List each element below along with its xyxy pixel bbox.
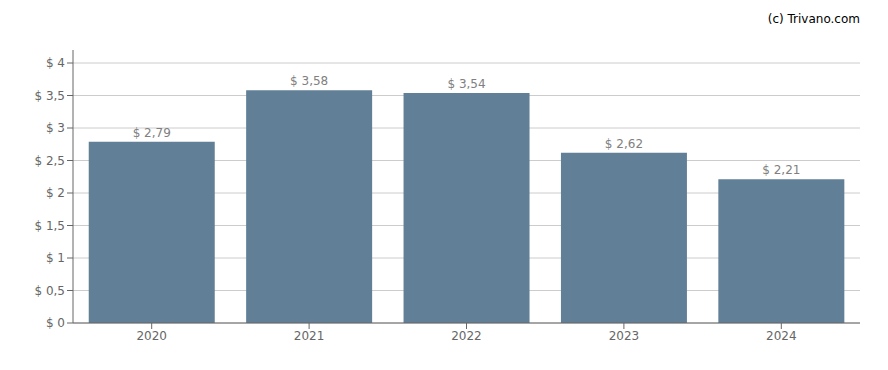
html-text:(c) Trivano.com: (c) Trivano.com [767,12,860,26]
svg-text:$ 1: $ 1 [46,251,65,265]
svg-text:$ 2,5: $ 2,5 [34,154,65,168]
svg-text:2024: 2024 [766,329,797,343]
svg-text:$ 3,54: $ 3,54 [447,77,485,91]
svg-text:$ 3,58: $ 3,58 [290,74,328,88]
svg-text:$ 4: $ 4 [46,56,65,70]
svg-text:$ 2,21: $ 2,21 [762,163,800,177]
svg-text:2022: 2022 [451,329,482,343]
svg-text:$ 0: $ 0 [46,316,65,330]
svg-text:2020: 2020 [136,329,167,343]
svg-text:$ 2: $ 2 [46,186,65,200]
svg-text:$ 2,62: $ 2,62 [605,137,643,151]
svg-text:$ 3,5: $ 3,5 [34,89,65,103]
svg-text:2023: 2023 [609,329,640,343]
svg-text:$ 0,5: $ 0,5 [34,284,65,298]
svg-text:$ 1,5: $ 1,5 [34,219,65,233]
svg-text:$ 3: $ 3 [46,121,65,135]
svg-text:$ 2,79: $ 2,79 [133,126,171,140]
svg-text:2021: 2021 [294,329,325,343]
